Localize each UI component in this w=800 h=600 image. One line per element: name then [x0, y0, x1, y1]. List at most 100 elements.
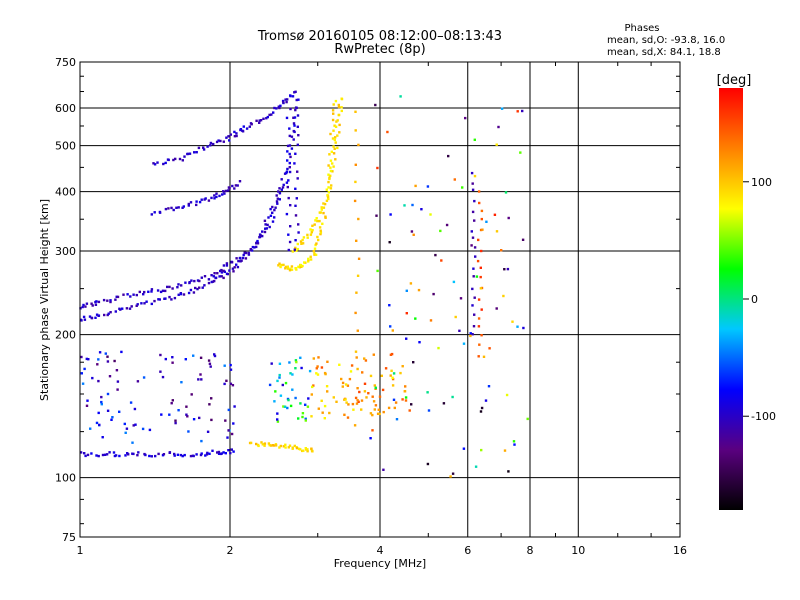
data-point [80, 372, 83, 375]
data-point [113, 359, 116, 363]
data-point [506, 267, 510, 271]
data-point [290, 265, 294, 268]
data-point [507, 470, 510, 473]
data-point [464, 116, 467, 120]
data-point [187, 291, 191, 295]
data-point [95, 421, 99, 425]
data-point [233, 130, 236, 134]
data-point [110, 418, 113, 421]
data-point [519, 151, 522, 154]
data-point [300, 366, 303, 370]
data-point [294, 396, 297, 400]
data-point [210, 418, 213, 422]
data-point [121, 307, 124, 310]
data-point [225, 262, 229, 265]
x-tick-label: 8 [527, 544, 534, 557]
data-point [373, 384, 376, 387]
data-point [215, 192, 218, 195]
data-point [227, 449, 230, 452]
data-point [181, 159, 184, 162]
data-point [161, 375, 165, 379]
data-point [182, 293, 186, 296]
data-point [189, 288, 193, 292]
data-point [294, 246, 297, 250]
data-point [109, 300, 112, 304]
data-point [237, 259, 240, 263]
data-point [500, 249, 503, 252]
y-tick-label: 100 [55, 472, 76, 485]
data-point [310, 447, 313, 450]
data-point [293, 124, 296, 127]
data-point [384, 367, 388, 370]
data-point [516, 110, 519, 113]
data-point [173, 296, 177, 300]
data-point [231, 184, 234, 188]
data-point [462, 342, 466, 345]
data-point [277, 190, 280, 193]
data-point [307, 397, 310, 400]
data-point [447, 154, 450, 158]
data-point [403, 204, 406, 207]
data-point [334, 158, 337, 161]
data-point [284, 446, 287, 449]
data-point [275, 200, 279, 203]
data-point [354, 311, 357, 315]
data-point [218, 275, 221, 278]
data-point [332, 165, 335, 168]
data-point [297, 447, 301, 451]
data-point [125, 427, 129, 430]
data-point [337, 113, 341, 117]
data-point [304, 417, 307, 420]
data-point [297, 231, 300, 234]
data-point [281, 99, 285, 103]
data-point [343, 413, 346, 416]
data-point [95, 454, 98, 457]
data-point [79, 318, 82, 321]
data-point [220, 271, 224, 274]
data-point [294, 359, 298, 362]
data-point [409, 282, 413, 285]
data-point [171, 356, 174, 359]
data-point [280, 188, 283, 191]
x-tick-label: 16 [673, 544, 687, 557]
data-point [326, 196, 330, 199]
data-point [369, 412, 373, 415]
data-point [158, 298, 161, 301]
data-point [479, 275, 482, 279]
data-point [327, 191, 330, 194]
data-point [217, 450, 221, 454]
data-point [270, 113, 273, 116]
data-point [136, 303, 139, 306]
data-point [306, 236, 309, 239]
data-point [318, 219, 321, 223]
data-point [417, 288, 421, 292]
data-point [287, 196, 290, 200]
plot-frame [79, 61, 681, 538]
data-point [286, 265, 289, 268]
data-point [220, 452, 223, 455]
data-point [390, 369, 393, 372]
data-point [334, 125, 338, 128]
data-point [328, 177, 331, 181]
data-point [347, 403, 350, 406]
data-point [278, 362, 282, 365]
data-point [389, 213, 392, 216]
data-point [268, 113, 271, 117]
data-point [294, 267, 297, 270]
data-point [301, 242, 305, 245]
data-point [294, 187, 297, 190]
data-point [239, 260, 242, 263]
data-point [269, 214, 273, 217]
data-point [159, 290, 163, 294]
data-point [386, 130, 389, 134]
data-point [226, 272, 229, 276]
data-point [284, 98, 287, 101]
data-point [470, 244, 473, 247]
data-point [299, 356, 302, 359]
data-point [475, 275, 479, 278]
data-point [295, 446, 299, 450]
data-point [369, 374, 373, 378]
data-point [399, 371, 402, 375]
data-point [153, 163, 157, 166]
data-point [505, 393, 509, 397]
